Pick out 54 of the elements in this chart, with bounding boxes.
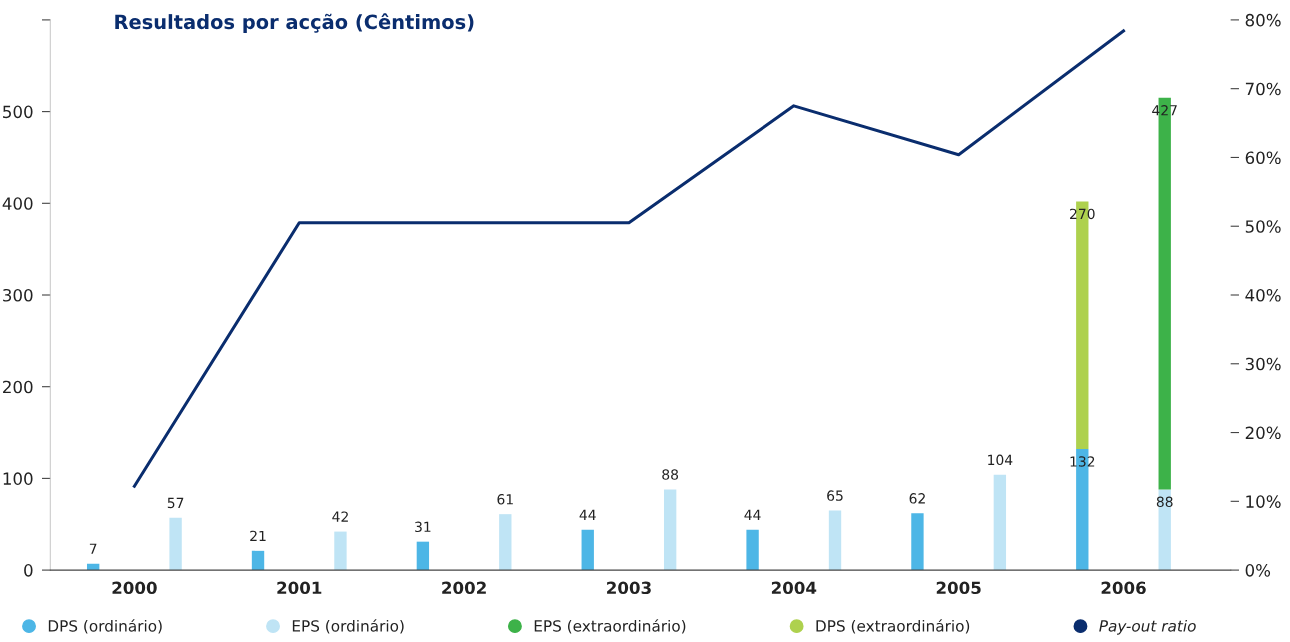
bar (334, 531, 347, 571)
y2-tick-label: 80% (1245, 13, 1281, 27)
data-label: 88 (662, 469, 679, 480)
x-tick-label: 2006 (1101, 581, 1146, 595)
y-tick-label: 100 (3, 472, 33, 485)
chart-title: Resultados por acção (Cêntimos) (115, 13, 474, 33)
x-tick-label: 2000 (112, 581, 157, 595)
data-label: 44 (579, 509, 596, 520)
bar (1158, 489, 1171, 571)
y-tick-label: 0 (24, 564, 33, 577)
data-label: 104 (988, 454, 1013, 466)
x-tick-label: 2002 (442, 581, 486, 595)
y-tick-label: 500 (3, 105, 33, 119)
y2-tick-label: 30% (1245, 357, 1281, 371)
y2-tick-label: 50% (1245, 220, 1281, 233)
data-label: 88 (1156, 496, 1173, 508)
legend-label: DPS (extraordinário) (816, 619, 970, 634)
y-tick-label: 200 (3, 380, 33, 394)
bar (416, 541, 430, 571)
data-label: 7 (89, 543, 97, 554)
x-tick-label: 2004 (771, 581, 817, 595)
legend-label: Pay-out ratio (1099, 619, 1196, 635)
bar (828, 510, 842, 571)
y2-tick-label: 70% (1245, 82, 1281, 96)
bar (663, 489, 677, 571)
y2-tick-label: 60% (1245, 151, 1281, 165)
data-label: 21 (250, 530, 266, 542)
legend-label: DPS (ordinário) (48, 619, 162, 634)
bar (169, 517, 182, 571)
y2-tick-label: 10% (1246, 495, 1281, 508)
bar (993, 474, 1007, 571)
data-label: 270 (1070, 208, 1095, 220)
y2-tick-label: 40% (1245, 288, 1281, 302)
bar (746, 529, 759, 571)
data-label: 57 (167, 497, 184, 509)
data-label: 62 (909, 493, 925, 504)
bar (911, 513, 924, 571)
x-tick-label: 2003 (607, 581, 651, 595)
legend-label: EPS (ordinário) (292, 619, 404, 634)
y-tick-label: 300 (3, 288, 33, 302)
legend-label: EPS (extraordinário) (534, 619, 686, 634)
data-label: 42 (332, 511, 348, 522)
y-tick-label: 400 (2, 197, 33, 210)
data-label: 31 (415, 521, 431, 533)
y2-tick-label: 20% (1245, 426, 1281, 440)
x-tick-label: 2001 (277, 581, 322, 595)
data-label: 65 (827, 490, 843, 501)
data-label: 61 (497, 494, 513, 505)
data-label: 44 (744, 509, 761, 520)
bar (499, 514, 512, 571)
x-tick-label: 2005 (936, 581, 981, 595)
bar (581, 529, 594, 571)
y2-tick-label: 0% (1245, 564, 1271, 577)
bar (251, 550, 265, 571)
